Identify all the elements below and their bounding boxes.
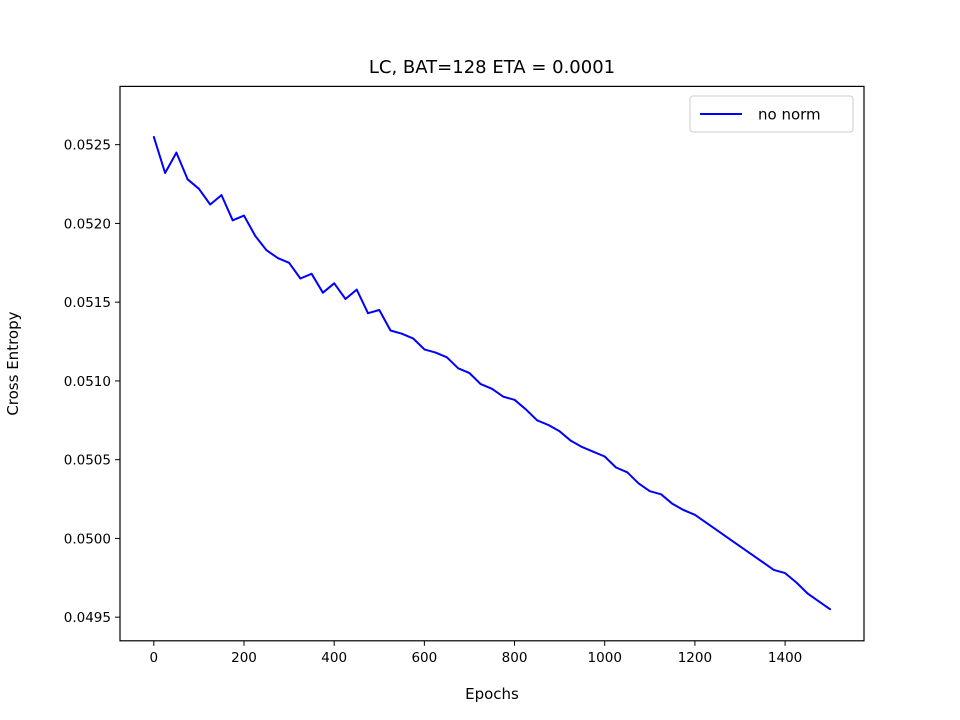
data-point: [772, 569, 775, 571]
y-tick-label: 0.0510: [64, 374, 111, 390]
data-point: [603, 455, 606, 458]
data-point: [152, 135, 155, 138]
data-point: [220, 194, 223, 197]
data-point: [299, 277, 302, 280]
legend-box: [689, 95, 854, 133]
data-point: [265, 249, 268, 252]
data-point: [355, 288, 358, 291]
data-point: [716, 529, 719, 532]
data-point: [727, 537, 730, 540]
data-point: [739, 545, 741, 548]
data-point: [434, 351, 437, 354]
plot-frame: [119, 85, 865, 642]
x-axis: 0 200 400 600 800 1000 1200 1400: [150, 640, 802, 666]
data-point: [660, 493, 662, 496]
data-point: [333, 282, 336, 285]
data-point: [795, 581, 798, 584]
y-tick-label: 0.0525: [64, 138, 111, 154]
data-point: [378, 309, 381, 311]
data-point: [468, 372, 471, 374]
y-tick-label: 0.0520: [64, 216, 111, 232]
data-point: [592, 450, 595, 453]
series-layer: [152, 135, 832, 611]
data-point: [491, 387, 493, 390]
data-point: [682, 509, 685, 511]
data-point: [288, 261, 290, 264]
x-axis-title: Epochs: [465, 685, 519, 703]
data-point: [231, 219, 234, 222]
x-tick-label: 800: [502, 650, 528, 666]
data-point: [276, 257, 279, 259]
data-point: [446, 356, 448, 359]
data-point: [344, 298, 347, 300]
data-point: [806, 592, 809, 595]
data-point: [412, 337, 414, 340]
data-point: [705, 521, 708, 524]
data-point: [671, 502, 674, 505]
data-point: [209, 203, 212, 206]
x-tick-label: 1200: [678, 650, 712, 666]
data-point: [524, 408, 527, 411]
data-point: [367, 312, 369, 315]
data-point: [502, 395, 505, 398]
data-point: [829, 608, 832, 611]
y-tick-label: 0.0500: [64, 531, 111, 547]
y-tick-label: 0.0505: [64, 453, 111, 469]
data-point: [615, 466, 617, 469]
data-point: [198, 187, 200, 190]
data-point: [400, 332, 403, 335]
y-tick-label: 0.0515: [64, 295, 111, 311]
x-tick-label: 400: [321, 650, 347, 666]
y-axis-title: Cross Entropy: [4, 311, 22, 415]
data-point: [310, 272, 313, 275]
data-point: [637, 482, 640, 485]
data-point: [818, 600, 820, 603]
chart-title: LC, BAT=128 ETA = 0.0001: [369, 57, 615, 78]
data-point: [761, 561, 764, 563]
data-point: [322, 291, 324, 294]
data-point: [694, 513, 696, 516]
data-point: [164, 172, 167, 174]
y-tick-label: 0.0495: [64, 610, 111, 626]
data-point: [457, 367, 460, 370]
data-point: [536, 419, 538, 422]
x-tick-label: 600: [411, 650, 437, 666]
data-point: [558, 430, 561, 433]
data-point: [513, 398, 516, 401]
legend-label: no norm: [758, 106, 821, 124]
data-point: [648, 490, 651, 493]
y-axis: 0.0495 0.0500 0.0505 0.0510 0.0515 0.0520 0.05…: [64, 138, 120, 626]
data-point: [547, 424, 550, 426]
x-tick-label: 1000: [588, 650, 622, 666]
data-point: [389, 329, 392, 332]
legend: no norm: [689, 95, 854, 133]
data-point: [626, 471, 629, 474]
data-point: [186, 178, 189, 181]
data-point: [581, 446, 584, 448]
data-point: [750, 553, 753, 556]
x-tick-label: 200: [231, 650, 257, 666]
data-point: [243, 214, 245, 217]
data-point: [254, 235, 257, 237]
data-point: [570, 439, 572, 442]
x-tick-label: 0: [150, 650, 159, 666]
data-point: [423, 348, 426, 351]
data-point: [175, 151, 178, 154]
data-point: [479, 383, 482, 385]
data-point: [784, 572, 786, 574]
x-tick-label: 1400: [768, 650, 802, 666]
